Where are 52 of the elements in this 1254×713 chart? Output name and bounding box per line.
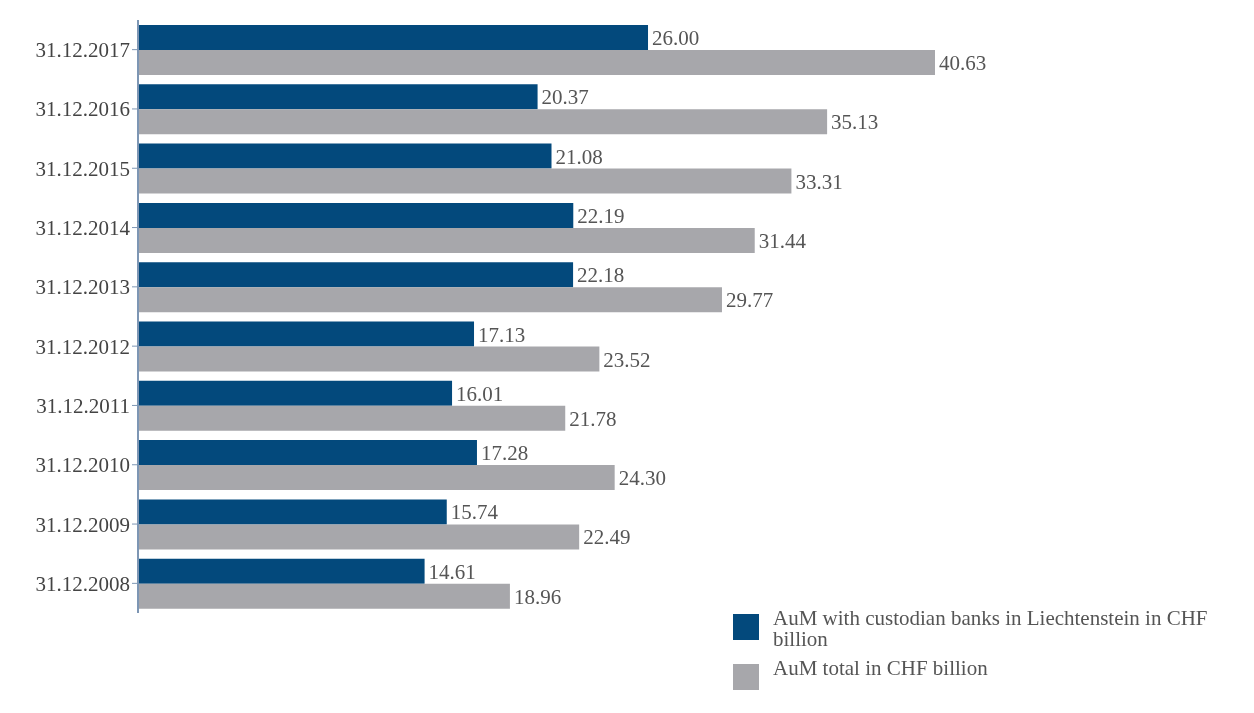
data-label: 24.30 [618, 466, 666, 491]
data-label: 29.77 [725, 288, 774, 313]
data-label: 20.37 [541, 85, 589, 110]
y-tick-label: 31.12.2008 [35, 571, 130, 596]
y-tick-label: 31.12.2009 [35, 512, 130, 537]
legend-label: AuM with custodian banks in Liechtenstein in CHF billion [773, 606, 1209, 651]
data-label: 17.28 [480, 441, 529, 466]
bar [138, 346, 600, 372]
data-label: 14.61 [428, 559, 476, 584]
bar [138, 380, 453, 406]
data-label: 23.52 [603, 347, 651, 372]
bar [138, 25, 649, 50]
data-label: 22.19 [577, 203, 625, 228]
data-label: 40.63 [939, 51, 987, 76]
bar [138, 168, 792, 194]
data-label: 26.00 [652, 26, 700, 51]
bar [138, 262, 574, 288]
data-label: 17.13 [478, 322, 526, 347]
bar [138, 524, 580, 550]
bar [138, 50, 935, 75]
y-tick-label: 31.12.2012 [35, 334, 130, 359]
y-tick-label: 31.12.2016 [35, 97, 130, 122]
data-label: 18.96 [513, 584, 562, 609]
bar [138, 109, 828, 135]
bar [138, 143, 552, 169]
data-label: 33.31 [795, 169, 843, 194]
bar [138, 440, 477, 466]
legend-label: AuM total in CHF billion [773, 656, 988, 680]
bar [138, 583, 510, 609]
data-label: 15.74 [450, 500, 499, 525]
y-tick-label: 31.12.2010 [35, 453, 130, 478]
bar [138, 202, 574, 228]
bar [138, 499, 447, 525]
bar [138, 465, 615, 491]
bar [138, 558, 425, 584]
bar [138, 321, 475, 347]
data-label: 22.49 [583, 525, 631, 550]
bar [138, 405, 566, 431]
y-tick-label: 31.12.2011 [36, 393, 130, 418]
bar [138, 84, 538, 110]
y-tick-label: 31.12.2014 [35, 216, 131, 241]
data-label: 21.08 [555, 144, 603, 169]
y-tick-label: 31.12.2015 [35, 156, 130, 181]
data-label: 22.18 [577, 263, 625, 288]
data-label: 31.44 [758, 228, 807, 253]
y-tick-label: 31.12.2017 [35, 38, 130, 63]
data-label: 21.78 [569, 406, 617, 431]
data-label: 35.13 [831, 110, 879, 135]
y-tick-label: 31.12.2013 [35, 275, 130, 300]
bar [138, 227, 755, 253]
data-label: 16.01 [456, 381, 504, 406]
bar [138, 287, 722, 313]
